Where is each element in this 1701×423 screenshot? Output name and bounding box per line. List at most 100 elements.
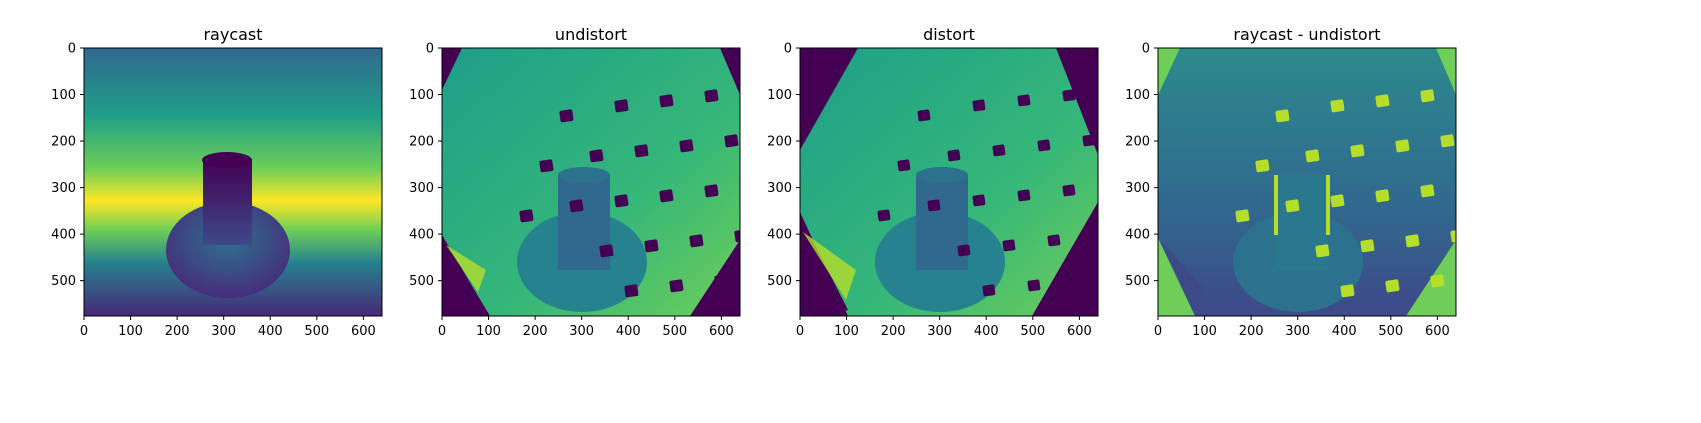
y-tick-label: 300 bbox=[409, 181, 434, 196]
panel-raycast-minus-undistort bbox=[1158, 48, 1456, 316]
checkerboard-undistort bbox=[519, 89, 740, 298]
checker-square bbox=[704, 89, 719, 103]
y-tick-label: 400 bbox=[767, 228, 792, 243]
y-tick-label: 0 bbox=[426, 42, 434, 57]
axes-frame-raycast-minus-undistort bbox=[1157, 47, 1457, 317]
axes-frame-raycast bbox=[83, 47, 383, 317]
checker-square bbox=[1420, 184, 1435, 198]
x-tick-label: 0 bbox=[1154, 324, 1162, 339]
checker-square bbox=[689, 234, 704, 248]
axes-frame-undistort bbox=[441, 47, 741, 317]
checker-square bbox=[1062, 184, 1076, 197]
checker-square bbox=[1450, 229, 1456, 243]
checker-square bbox=[1340, 284, 1355, 298]
y-tick-label: 500 bbox=[51, 274, 76, 289]
checker-square bbox=[1002, 239, 1016, 252]
checker-square bbox=[1395, 139, 1410, 153]
checker-square bbox=[1062, 89, 1076, 102]
checker-square bbox=[1285, 199, 1300, 213]
checker-square bbox=[1420, 89, 1435, 103]
checker-square bbox=[569, 199, 584, 213]
x-tick-label: 100 bbox=[834, 324, 859, 339]
checker-square bbox=[734, 229, 740, 243]
checker-square bbox=[1047, 234, 1061, 247]
y-tick-label: 300 bbox=[767, 181, 792, 196]
x-tick-label: 600 bbox=[351, 324, 376, 339]
y-tick-label: 200 bbox=[409, 135, 434, 150]
checker-square bbox=[614, 194, 629, 208]
y-tick-label: 200 bbox=[51, 135, 76, 150]
checker-square bbox=[927, 199, 941, 212]
panel-undistort bbox=[442, 48, 740, 316]
y-tick-label: 400 bbox=[51, 228, 76, 243]
checker-square bbox=[724, 134, 739, 148]
x-tick-label: 0 bbox=[80, 324, 88, 339]
checker-square bbox=[1330, 194, 1345, 208]
checker-square bbox=[634, 144, 649, 158]
x-tick-label: 500 bbox=[1378, 324, 1403, 339]
x-tick-label: 100 bbox=[476, 324, 501, 339]
x-tick-label: 600 bbox=[1067, 324, 1092, 339]
y-tick-label: 200 bbox=[1125, 135, 1150, 150]
y-tick-label: 300 bbox=[1125, 181, 1150, 196]
checker-square bbox=[624, 284, 639, 298]
heatmap-image-distort bbox=[800, 48, 1098, 316]
x-tick-label: 300 bbox=[1285, 324, 1310, 339]
checker-square bbox=[669, 279, 684, 293]
chart-title-distort: distort bbox=[923, 25, 975, 44]
y-tick-label: 500 bbox=[767, 274, 792, 289]
checker-square bbox=[957, 244, 971, 257]
checker-square bbox=[714, 274, 729, 288]
y-tick-label: 0 bbox=[68, 42, 76, 57]
x-tick-label: 300 bbox=[211, 324, 236, 339]
x-tick-label: 100 bbox=[1192, 324, 1217, 339]
checker-square bbox=[1330, 99, 1345, 113]
checker-square bbox=[917, 109, 931, 122]
chart-title-raycast-minus-undistort: raycast - undistort bbox=[1233, 25, 1380, 44]
chart-title-undistort: undistort bbox=[555, 25, 627, 44]
y-tick-label: 500 bbox=[1125, 274, 1150, 289]
checker-square bbox=[1275, 109, 1290, 123]
checker-square bbox=[704, 184, 719, 198]
y-tick-label: 0 bbox=[1142, 42, 1150, 57]
x-tick-label: 300 bbox=[569, 324, 594, 339]
axes-frame-distort bbox=[799, 47, 1099, 317]
x-tick-label: 400 bbox=[974, 324, 999, 339]
checker-square bbox=[679, 139, 694, 153]
checker-square bbox=[589, 149, 604, 163]
x-tick-label: 400 bbox=[616, 324, 641, 339]
checker-square bbox=[1017, 189, 1031, 202]
x-tick-label: 100 bbox=[118, 324, 143, 339]
y-tick-label: 400 bbox=[1125, 228, 1150, 243]
heatmap-image-undistort bbox=[442, 48, 740, 316]
chart-title-raycast: raycast bbox=[203, 25, 262, 44]
panel-distort bbox=[800, 48, 1098, 316]
x-tick-label: 400 bbox=[1332, 324, 1357, 339]
checker-square bbox=[1235, 209, 1250, 223]
checker-square bbox=[1375, 189, 1390, 203]
x-tick-label: 500 bbox=[1020, 324, 1045, 339]
axes-layer: raycast 0 100 200 300 400 500 600 0 100 200 300 400 5… bbox=[51, 25, 1457, 339]
y-tick-label: 300 bbox=[51, 181, 76, 196]
checkerboard-distort bbox=[877, 89, 1098, 297]
checker-square bbox=[972, 99, 986, 112]
checker-square bbox=[1350, 144, 1365, 158]
checker-square bbox=[992, 144, 1006, 157]
checker-square bbox=[1385, 279, 1400, 293]
y-tick-label: 100 bbox=[767, 88, 792, 103]
x-tick-label: 400 bbox=[258, 324, 283, 339]
checker-square bbox=[644, 239, 659, 253]
checker-square bbox=[972, 194, 986, 207]
checker-square bbox=[1440, 134, 1455, 148]
checker-square bbox=[614, 99, 629, 113]
checker-square bbox=[659, 189, 674, 203]
checker-square bbox=[1082, 134, 1096, 147]
checkerboard-difference bbox=[1235, 89, 1456, 298]
heatmap-image-raycast bbox=[84, 48, 382, 316]
checker-square bbox=[659, 94, 674, 108]
checker-square bbox=[1430, 274, 1445, 288]
checker-square bbox=[1017, 94, 1031, 107]
x-tick-label: 200 bbox=[881, 324, 906, 339]
